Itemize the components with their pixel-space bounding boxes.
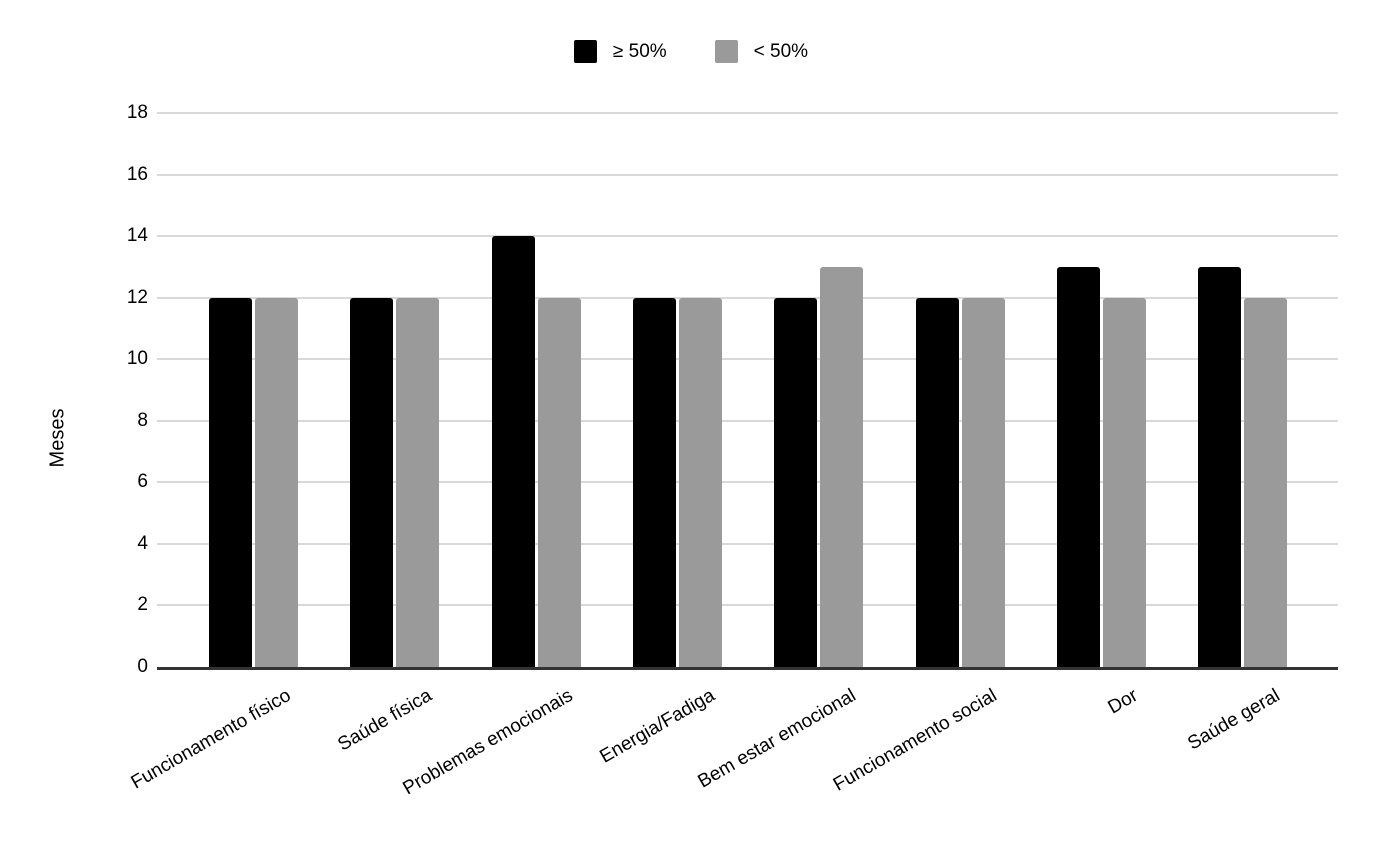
gridline-12 — [157, 296, 1338, 299]
legend-label: < 50% — [753, 40, 809, 62]
legend-swatch-icon — [714, 40, 738, 63]
gridline-4 — [157, 542, 1338, 545]
gridline-18 — [157, 112, 1338, 114]
y-tick-label-10: 10 — [126, 348, 148, 370]
plot-area — [157, 112, 1338, 670]
x-category-label-7: Saúde geral — [1184, 685, 1284, 755]
bar-series1-3 — [633, 297, 677, 667]
gridline-6 — [157, 481, 1338, 484]
y-tick-label-4: 4 — [137, 532, 148, 554]
legend-swatch-icon — [573, 40, 597, 63]
y-axis-tick-labels: 0 2 4 6 8 10 12 14 16 18 — [0, 102, 148, 677]
bar-series2-6 — [1102, 297, 1146, 667]
bar-series2-4 — [820, 266, 864, 667]
bar-series1-5 — [915, 297, 959, 667]
legend-item-1: < 50% — [714, 40, 809, 63]
bar-series1-6 — [1056, 266, 1100, 667]
legend-item-0: ≥ 50% — [573, 40, 667, 63]
bar-series2-2 — [537, 297, 581, 667]
chart-legend: ≥ 50% < 50% — [0, 40, 1382, 63]
bar-series1-4 — [774, 297, 818, 667]
bar-series2-0 — [255, 297, 299, 667]
bar-series2-7 — [1244, 297, 1288, 667]
bar-series1-2 — [491, 236, 535, 667]
y-tick-label-6: 6 — [137, 471, 148, 493]
y-tick-label-14: 14 — [126, 225, 148, 247]
bar-series1-1 — [350, 297, 394, 667]
bar-series1-0 — [209, 297, 253, 667]
y-tick-label-16: 16 — [126, 163, 148, 185]
gridline-2 — [157, 604, 1338, 607]
x-category-label-6: Dor — [1104, 685, 1142, 719]
bar-series2-3 — [679, 297, 723, 667]
x-axis-line — [157, 667, 1338, 670]
y-tick-label-18: 18 — [126, 102, 148, 123]
x-category-label-3: Energia/Fadiga — [595, 685, 719, 768]
bar-series2-5 — [961, 297, 1005, 667]
x-category-label-1: Saúde física — [334, 685, 436, 756]
y-tick-label-2: 2 — [137, 594, 148, 616]
gridline-16 — [157, 173, 1338, 176]
bar-series2-1 — [396, 297, 440, 667]
y-tick-label-0: 0 — [137, 656, 148, 677]
y-tick-label-12: 12 — [126, 286, 148, 308]
bar-series1-7 — [1198, 266, 1242, 667]
y-tick-label-8: 8 — [137, 409, 148, 431]
x-category-label-0: Funcionamento físico — [127, 685, 295, 794]
gridline-8 — [157, 419, 1338, 422]
gridline-14 — [157, 235, 1338, 238]
legend-label: ≥ 50% — [612, 40, 667, 62]
gridline-10 — [157, 358, 1338, 361]
